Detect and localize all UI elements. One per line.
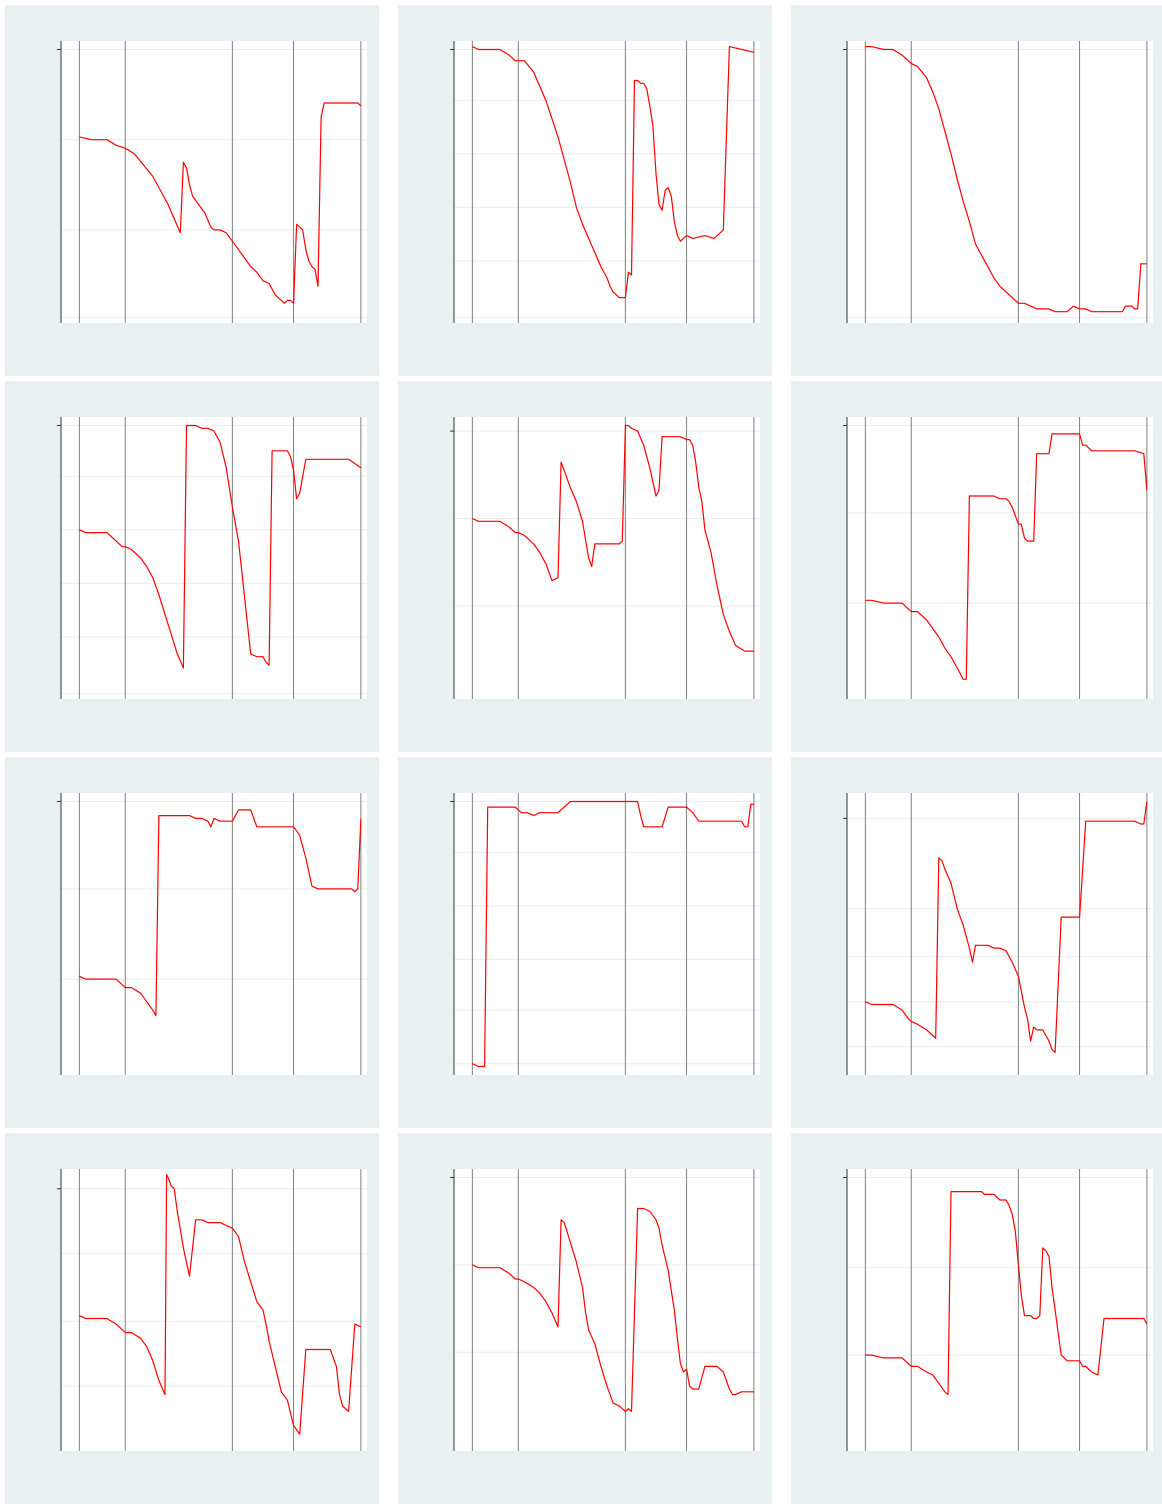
chart-panel-3	[791, 5, 1162, 376]
plot-area	[454, 1169, 760, 1451]
series-line	[472, 424, 754, 652]
chart-panel-6	[791, 381, 1162, 752]
plot-area	[454, 793, 760, 1075]
plot-area	[847, 793, 1153, 1075]
series-line	[865, 433, 1148, 680]
chart-svg	[843, 41, 1153, 323]
series-line	[79, 1173, 362, 1435]
chart-svg	[843, 1169, 1153, 1451]
series-line	[79, 809, 362, 1017]
chart-svg	[450, 793, 760, 1075]
chart-panel-12	[791, 1133, 1162, 1504]
series-line	[865, 1190, 1148, 1396]
series-line	[472, 800, 754, 1068]
chart-panel-10	[5, 1133, 379, 1504]
chart-svg	[843, 417, 1153, 699]
chart-svg	[450, 1169, 760, 1451]
series-line	[865, 801, 1148, 1053]
chart-svg	[450, 41, 760, 323]
plot-area	[847, 1169, 1153, 1451]
plot-area	[61, 793, 367, 1075]
chart-panel-5	[398, 381, 772, 752]
chart-svg	[57, 417, 367, 699]
series-line	[865, 45, 1147, 313]
chart-svg	[450, 417, 760, 699]
plot-area	[847, 417, 1153, 699]
chart-panel-4	[5, 381, 379, 752]
plot-area	[454, 417, 760, 699]
plot-area	[61, 417, 367, 699]
series-line	[472, 1207, 754, 1413]
chart-svg	[57, 41, 367, 323]
series-line	[79, 424, 362, 669]
plot-area	[61, 1169, 367, 1451]
chart-panel-11	[398, 1133, 772, 1504]
plot-area	[454, 41, 760, 323]
plot-area	[847, 41, 1153, 323]
chart-svg	[57, 1169, 367, 1451]
series-line	[472, 45, 755, 299]
chart-panel-8	[398, 757, 772, 1128]
series-line	[79, 102, 362, 304]
chart-panel-9	[791, 757, 1162, 1128]
plot-area	[61, 41, 367, 323]
chart-panel-1	[5, 5, 379, 376]
chart-svg	[843, 793, 1153, 1075]
chart-svg	[57, 793, 367, 1075]
chart-panel-2	[398, 5, 772, 376]
chart-panel-7	[5, 757, 379, 1128]
